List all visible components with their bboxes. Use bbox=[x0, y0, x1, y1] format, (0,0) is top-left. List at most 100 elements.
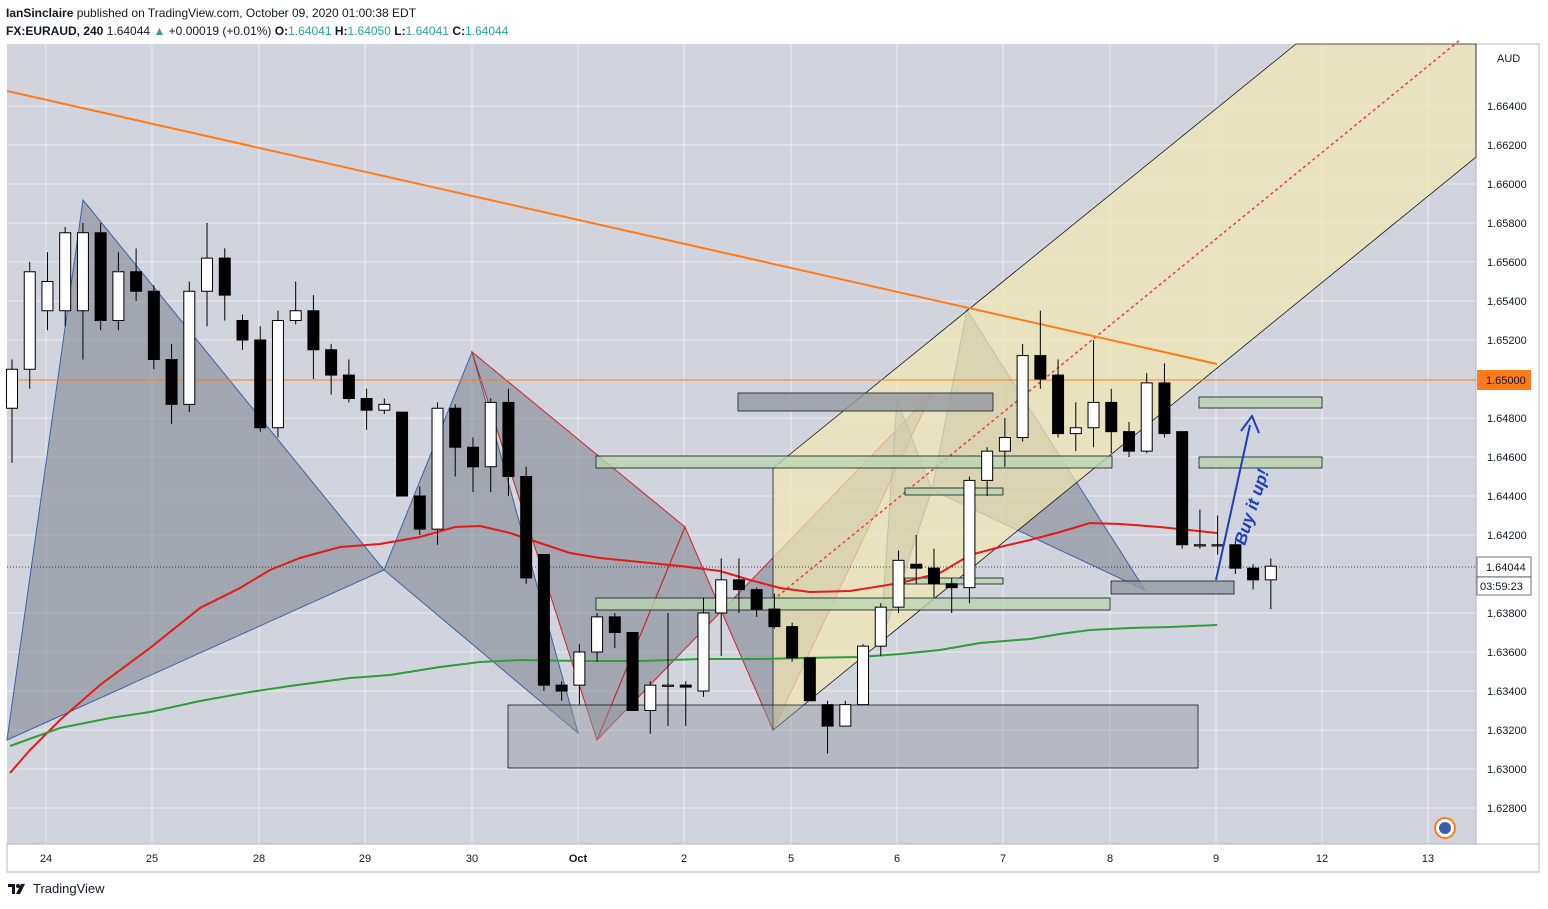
candle[interactable] bbox=[1034, 310, 1047, 389]
bull-candle-body bbox=[59, 232, 72, 312]
candle[interactable] bbox=[1264, 558, 1277, 610]
bear-candle-body bbox=[325, 349, 338, 376]
time-tick-label: 5 bbox=[788, 853, 794, 865]
candle[interactable] bbox=[910, 535, 923, 584]
candle[interactable] bbox=[750, 587, 763, 617]
candle[interactable] bbox=[1052, 359, 1065, 438]
candle[interactable] bbox=[431, 402, 444, 545]
candle[interactable] bbox=[254, 326, 267, 432]
candle[interactable] bbox=[839, 700, 852, 727]
time-axis[interactable] bbox=[6, 843, 1540, 873]
pitchfork-channel[interactable] bbox=[772, 43, 1477, 731]
green-moving-average[interactable] bbox=[9, 624, 1218, 747]
candle[interactable] bbox=[94, 223, 107, 331]
red-moving-average[interactable] bbox=[9, 521, 1218, 774]
candle[interactable] bbox=[732, 558, 745, 613]
candle[interactable] bbox=[218, 248, 231, 321]
candle[interactable] bbox=[130, 248, 143, 301]
candle[interactable] bbox=[555, 681, 568, 701]
globe-icon[interactable] bbox=[1434, 817, 1456, 839]
candle[interactable] bbox=[413, 486, 426, 535]
candle[interactable] bbox=[307, 295, 320, 379]
entry-zone[interactable] bbox=[1110, 580, 1235, 595]
bull-candle-body bbox=[963, 479, 976, 589]
supply-zone[interactable] bbox=[737, 392, 994, 412]
candle[interactable] bbox=[768, 593, 781, 629]
symbol-name[interactable]: FX:EURAUD, 240 bbox=[6, 24, 104, 38]
candle[interactable] bbox=[537, 554, 550, 692]
small-zone[interactable] bbox=[904, 487, 1004, 496]
candle[interactable] bbox=[715, 558, 728, 656]
candle[interactable] bbox=[41, 252, 54, 331]
tradingview-logo[interactable]: TradingView bbox=[8, 881, 105, 896]
candle[interactable] bbox=[201, 223, 214, 327]
candle[interactable] bbox=[378, 398, 391, 415]
candle[interactable] bbox=[325, 343, 338, 395]
candle[interactable] bbox=[697, 597, 710, 697]
candle[interactable] bbox=[6, 359, 18, 463]
candle[interactable] bbox=[59, 226, 72, 327]
candle[interactable] bbox=[927, 548, 940, 598]
support-zone[interactable] bbox=[595, 597, 1111, 611]
candle[interactable] bbox=[147, 285, 160, 370]
candle[interactable] bbox=[466, 437, 479, 493]
candle[interactable] bbox=[484, 398, 497, 493]
candle[interactable] bbox=[679, 681, 692, 727]
candle[interactable] bbox=[945, 577, 958, 613]
candle[interactable] bbox=[112, 252, 125, 331]
candle[interactable] bbox=[892, 550, 905, 613]
candle[interactable] bbox=[360, 388, 373, 430]
target-zone[interactable] bbox=[1198, 456, 1323, 469]
harmonic-pattern-shape[interactable] bbox=[6, 198, 385, 741]
candle[interactable] bbox=[165, 343, 178, 424]
candle[interactable] bbox=[981, 447, 994, 496]
candle[interactable] bbox=[396, 411, 409, 497]
candle[interactable] bbox=[1229, 540, 1242, 574]
candle[interactable] bbox=[76, 223, 89, 360]
candle[interactable] bbox=[786, 622, 799, 662]
target-zone[interactable] bbox=[1198, 396, 1323, 409]
demand-zone[interactable] bbox=[507, 704, 1199, 769]
candle[interactable] bbox=[449, 404, 462, 477]
candle[interactable] bbox=[803, 657, 816, 702]
candle[interactable] bbox=[998, 418, 1011, 467]
candle[interactable] bbox=[1140, 373, 1153, 454]
price-axis[interactable] bbox=[1475, 43, 1540, 845]
candle[interactable] bbox=[963, 476, 976, 604]
candle[interactable] bbox=[1247, 564, 1260, 590]
candle[interactable] bbox=[271, 310, 284, 438]
candle[interactable] bbox=[520, 466, 533, 584]
time-tick-label: 6 bbox=[894, 853, 900, 865]
candle[interactable] bbox=[1193, 509, 1206, 549]
bull-candle-body bbox=[112, 271, 125, 321]
candle[interactable] bbox=[644, 681, 657, 734]
pitchfork-median-line[interactable] bbox=[772, 39, 1461, 601]
candle[interactable] bbox=[1069, 402, 1082, 452]
candle[interactable] bbox=[573, 644, 586, 705]
candle[interactable] bbox=[591, 613, 604, 662]
candle[interactable] bbox=[1016, 343, 1029, 442]
candle[interactable] bbox=[1158, 363, 1171, 438]
candle[interactable] bbox=[1087, 340, 1100, 448]
candle[interactable] bbox=[1122, 421, 1135, 457]
candle[interactable] bbox=[183, 281, 196, 413]
publisher-name[interactable]: IanSinclaire bbox=[6, 6, 74, 20]
candle[interactable] bbox=[608, 613, 621, 649]
candle[interactable] bbox=[23, 262, 36, 389]
descending-trendline[interactable] bbox=[6, 90, 1218, 365]
candle[interactable] bbox=[874, 603, 887, 656]
candle[interactable] bbox=[1105, 388, 1118, 454]
price-tick-label: 1.65800 bbox=[1487, 218, 1527, 230]
support-zone[interactable] bbox=[595, 455, 1113, 469]
candle[interactable] bbox=[857, 644, 870, 706]
candle[interactable] bbox=[289, 281, 302, 325]
candle[interactable] bbox=[502, 388, 515, 496]
candle[interactable] bbox=[342, 359, 355, 403]
candle[interactable] bbox=[236, 314, 249, 350]
time-tick-label: 29 bbox=[359, 853, 371, 865]
candle[interactable] bbox=[626, 632, 639, 711]
candle[interactable] bbox=[1176, 431, 1189, 549]
candle[interactable] bbox=[821, 700, 834, 754]
candle[interactable] bbox=[662, 613, 675, 727]
